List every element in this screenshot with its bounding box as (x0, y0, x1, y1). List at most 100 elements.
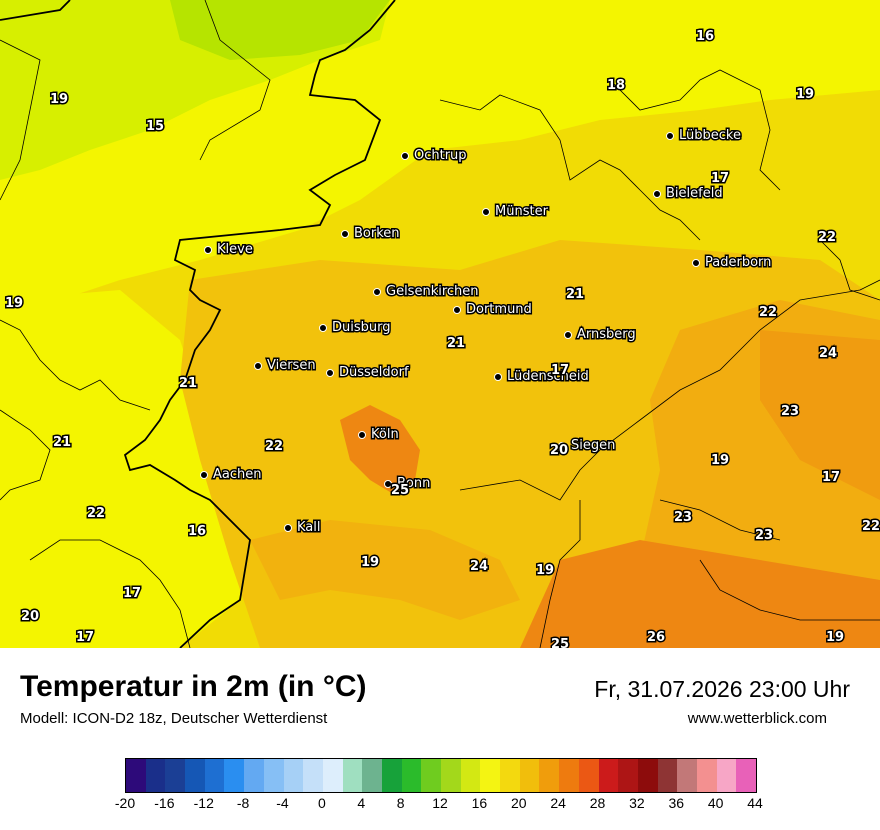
city-dot (204, 246, 212, 254)
temp-zone-14 (170, 0, 390, 60)
city-luedenscheid: Lüdenscheid (494, 368, 590, 386)
temperature-label: 17 (551, 363, 569, 378)
temperature-label: 25 (391, 483, 409, 498)
color-scale-legend (125, 758, 757, 793)
city-dot (558, 442, 566, 450)
legend-tick-label: 8 (396, 795, 405, 811)
city-label: Lüdenscheid (507, 369, 589, 384)
legend-swatch (500, 759, 520, 792)
city-label: Siegen (571, 438, 615, 453)
temperature-label: 15 (146, 119, 164, 134)
legend-swatch (441, 759, 461, 792)
legend-swatch (637, 759, 658, 792)
city-label: Arnsberg (577, 327, 636, 342)
city-arnsberg: Arnsberg (564, 326, 637, 344)
city-dot (319, 324, 327, 332)
city-muenster: Münster (482, 203, 550, 221)
city-kall: Kall (284, 519, 322, 537)
temperature-label: 24 (470, 559, 488, 574)
legend-swatch (618, 759, 638, 792)
city-dot (494, 373, 502, 381)
legend-swatch (677, 759, 697, 792)
legend-swatch (736, 759, 756, 792)
city-dot (666, 132, 674, 140)
city-dot (692, 259, 700, 267)
legend-tick-label: -4 (276, 795, 289, 811)
temperature-label: 17 (711, 171, 729, 186)
temperature-label: 16 (188, 524, 206, 539)
temperature-label: 23 (755, 528, 773, 543)
city-luebbecke: Lübbecke (666, 127, 742, 145)
temperature-map: Ochtrup Lübbecke Bielefeld Münster Borken Kle… (0, 0, 880, 648)
temperature-label: 22 (265, 439, 283, 454)
legend-swatch (322, 759, 343, 792)
city-duesseldorf: Düsseldorf (326, 364, 410, 382)
legend-tick-label: 40 (707, 795, 724, 811)
legend-swatch (303, 759, 323, 792)
temperature-label: 18 (607, 78, 625, 93)
city-dot (200, 471, 208, 479)
legend-tick-label: 16 (471, 795, 488, 811)
temperature-label: 21 (566, 287, 584, 302)
legend-swatch (657, 759, 678, 792)
city-duisburg: Duisburg (319, 319, 392, 337)
temperature-label: 19 (361, 555, 379, 570)
city-siegen: Siegen (558, 437, 617, 455)
city-dot (326, 369, 334, 377)
city-label: Duisburg (332, 320, 391, 335)
legend-tick-label: 4 (357, 795, 366, 811)
map-title: Temperatur in 2m (in °C) (20, 670, 367, 703)
city-dot (254, 362, 262, 370)
temperature-label: 17 (822, 470, 840, 485)
city-markers: Ochtrup Lübbecke Bielefeld Münster Borken Kle… (200, 127, 773, 537)
legend-tick-label: 0 (317, 795, 326, 811)
legend-swatch (342, 759, 363, 792)
temperature-label: 22 (759, 305, 777, 320)
legend-swatch (126, 759, 146, 792)
temperature-label: 24 (819, 346, 837, 361)
legend-tick-label: 44 (747, 795, 763, 811)
legend-swatch (145, 759, 166, 792)
city-label: Bonn (397, 476, 430, 491)
temperature-label: 25 (551, 637, 569, 648)
legend-tick-label: 24 (550, 795, 566, 811)
temperature-label: 22 (862, 519, 880, 534)
temperature-labels: 16 19 18 15 19 17 22 19 21 22 21 24 17 21 23 22 21 20 19 17… (3, 28, 880, 649)
temperature-label: 19 (796, 87, 814, 102)
legend-swatch (263, 759, 284, 792)
legend-swatch (578, 759, 599, 792)
temperature-label: 16 (696, 29, 714, 44)
city-borken: Borken (341, 225, 401, 243)
city-label: Viersen (267, 358, 316, 373)
temperature-label: 23 (781, 404, 799, 419)
temperature-label: 22 (818, 230, 836, 245)
city-dot (453, 306, 461, 314)
legend-swatch (716, 759, 737, 792)
legend-tick-label: -16 (154, 795, 175, 811)
city-dot (384, 480, 392, 488)
legend-swatch (559, 759, 579, 792)
city-dot (482, 208, 490, 216)
city-dot (401, 152, 409, 160)
legend-tick-label: -12 (193, 795, 214, 811)
legend-swatch (185, 759, 205, 792)
temp-zone-southwest (250, 520, 520, 620)
city-dot (358, 431, 366, 439)
country-borders (0, 0, 396, 648)
legend-swatch (401, 759, 422, 792)
website-link[interactable]: www.wetterblick.com (687, 710, 827, 727)
city-label: Dortmund (466, 302, 532, 317)
temperature-label: 19 (826, 630, 844, 645)
city-gelsenkirchen: Gelsenkirchen (373, 283, 480, 301)
city-label: Paderborn (705, 255, 771, 270)
temperature-label: 17 (76, 630, 94, 645)
forecast-datetime: Fr, 31.07.2026 23:00 Uhr (594, 676, 850, 702)
city-label: Bielefeld (666, 186, 723, 201)
model-info: Modell: ICON-D2 18z, Deutscher Wetterdie… (20, 710, 328, 727)
legend-swatch (362, 759, 382, 792)
city-paderborn: Paderborn (692, 254, 773, 272)
temperature-label: 19 (536, 563, 554, 578)
city-kleve: Kleve (204, 241, 254, 259)
city-label: Köln (371, 427, 399, 442)
legend-tick-label: 28 (589, 795, 606, 811)
